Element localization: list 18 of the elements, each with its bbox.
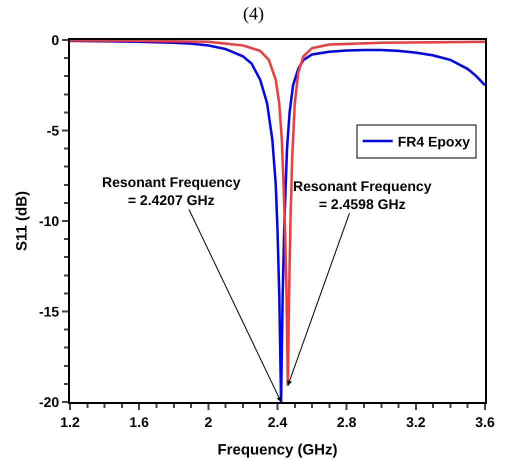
x-tick-label: 3.2 bbox=[406, 414, 426, 430]
y-tick-label: -5 bbox=[46, 122, 60, 138]
x-tick-label: 1.6 bbox=[129, 414, 150, 430]
y-tick-label: 0 bbox=[51, 32, 60, 48]
annotation: Resonant Frequency = 2.4598 GHz bbox=[293, 178, 432, 212]
x-tick-label: 2.4 bbox=[268, 414, 288, 430]
y-tick-label: -10 bbox=[38, 212, 60, 229]
x-axis-title: Frequency (GHz) bbox=[217, 441, 338, 458]
x-tick-label: 2.8 bbox=[336, 414, 357, 430]
annotation: Resonant Frequency = 2.4207 GHz bbox=[102, 174, 241, 208]
x-tick-label: 2 bbox=[204, 414, 212, 430]
y-axis-title: S11 (dB) bbox=[14, 190, 31, 252]
legend-label: FR4 Epoxy bbox=[398, 133, 470, 150]
y-tick-label: -15 bbox=[38, 303, 60, 320]
x-tick-label: 3.6 bbox=[475, 414, 495, 430]
y-tick-label: -20 bbox=[38, 394, 60, 410]
chart-title: (4) bbox=[243, 4, 264, 24]
x-tick-label: 1.2 bbox=[60, 414, 80, 430]
